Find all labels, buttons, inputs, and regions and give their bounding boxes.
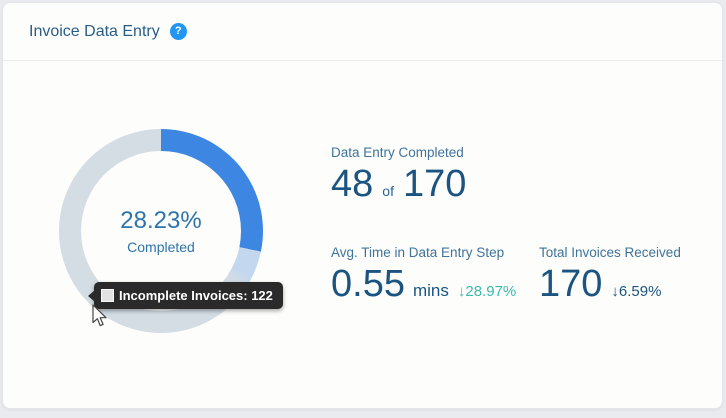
stat-total-received: Total Invoices Received 170 ↓6.59% bbox=[539, 245, 681, 306]
card-header: Invoice Data Entry ? bbox=[3, 3, 722, 61]
chart-tooltip: Incomplete Invoices: 122 bbox=[88, 282, 283, 309]
delta-value: 28.97% bbox=[465, 283, 517, 300]
received-delta: ↓6.59% bbox=[611, 283, 661, 300]
completed-count: 48 bbox=[331, 163, 374, 205]
stat-label: Total Invoices Received bbox=[539, 245, 681, 260]
invoice-data-entry-card: Invoice Data Entry ? 28.23% Completed In… bbox=[2, 2, 723, 409]
down-arrow-icon: ↓ bbox=[457, 283, 466, 300]
tooltip-arrow bbox=[88, 289, 95, 302]
page-title: Invoice Data Entry bbox=[29, 22, 160, 40]
tooltip-swatch bbox=[101, 289, 114, 302]
stat-label: Avg. Time in Data Entry Step bbox=[331, 245, 505, 260]
mouse-cursor-icon bbox=[89, 304, 111, 333]
completed-total: 170 bbox=[402, 163, 467, 205]
avg-time-delta: ↓28.97% bbox=[458, 283, 516, 300]
delta-value: 6.59% bbox=[618, 283, 662, 300]
of-connector: of bbox=[382, 183, 394, 199]
help-icon[interactable]: ? bbox=[169, 23, 187, 40]
avg-time-unit: mins bbox=[412, 281, 449, 300]
stat-avg-time: Avg. Time in Data Entry Step 0.55 mins ↓… bbox=[331, 245, 516, 306]
stat-label: Data Entry Completed bbox=[331, 145, 464, 160]
donut-center-value: 28.23% bbox=[120, 207, 202, 234]
donut-center-label: Completed bbox=[127, 239, 195, 255]
stat-data-entry-completed: Data Entry Completed 48 of 170 bbox=[331, 145, 466, 206]
avg-time-value: 0.55 bbox=[331, 263, 405, 305]
tooltip-text: Incomplete Invoices: 122 bbox=[119, 288, 273, 303]
down-arrow-icon: ↓ bbox=[611, 283, 619, 300]
received-value: 170 bbox=[539, 263, 603, 305]
